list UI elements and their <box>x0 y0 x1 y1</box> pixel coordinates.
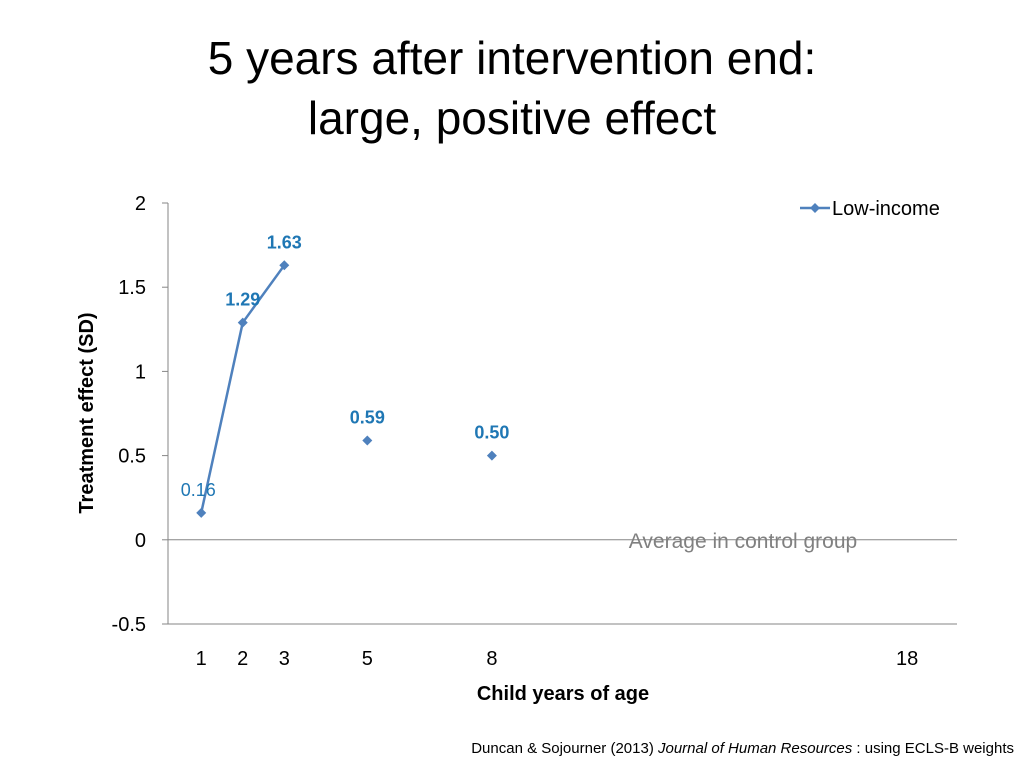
x-tick-label: 3 <box>279 648 290 670</box>
y-axis-title: Treatment effect (SD) <box>76 312 98 513</box>
citation-authors: Duncan & Sojourner (2013) <box>471 740 658 757</box>
citation-journal: Journal of Human Resources <box>657 740 853 757</box>
data-point-marker <box>279 260 290 271</box>
y-tick-label: 2 <box>135 193 146 215</box>
data-label: 0.50 <box>474 423 509 443</box>
x-tick-label: 5 <box>362 648 373 670</box>
citation: Duncan & Sojourner (2013) Journal of Hum… <box>471 740 1014 757</box>
y-tick-label: -0.5 <box>112 614 146 636</box>
legend-label: Low-income <box>832 198 940 220</box>
data-point-marker <box>362 435 373 446</box>
data-label: 1.29 <box>225 290 260 310</box>
data-point-marker <box>237 317 248 328</box>
x-tick-label: 2 <box>237 648 248 670</box>
title-line-2: large, positive effect <box>307 92 717 144</box>
data-point-marker <box>196 507 207 518</box>
y-tick-label: 1.5 <box>118 277 146 299</box>
slide-title: 5 years after intervention end: large, p… <box>0 28 1024 148</box>
title-line-1: 5 years after intervention end: <box>207 32 817 84</box>
data-label: 1.63 <box>267 232 302 252</box>
data-point-marker <box>486 450 497 461</box>
x-tick-label: 8 <box>486 648 497 670</box>
data-label: 0.16 <box>181 480 216 500</box>
y-tick-label: 1 <box>135 361 146 383</box>
y-tick-label: 0 <box>135 530 146 552</box>
x-tick-label: 18 <box>896 648 918 670</box>
citation-rest: : using ECLS-B weights <box>852 740 1014 757</box>
data-label: 0.59 <box>350 407 385 427</box>
y-tick-label: 0.5 <box>118 446 146 468</box>
x-axis-title: Child years of age <box>477 683 649 705</box>
reference-line-label: Average in control group <box>629 530 857 553</box>
legend-marker <box>810 203 820 213</box>
x-tick-label: 1 <box>196 648 207 670</box>
